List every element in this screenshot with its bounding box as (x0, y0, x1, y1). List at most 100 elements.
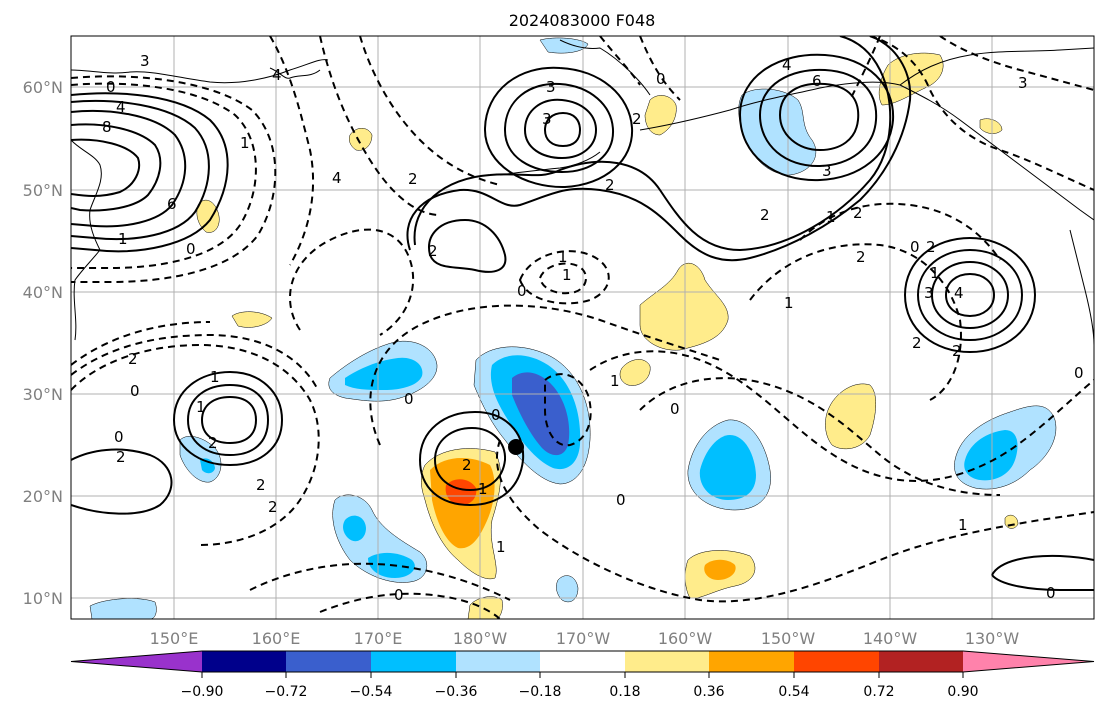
shade-negative (556, 575, 579, 603)
contour-label: 3 (542, 110, 552, 128)
contour-label: 1 (958, 516, 968, 534)
contour-layer (71, 36, 1094, 619)
contour-label: 2 (128, 350, 138, 368)
shade-positive (825, 383, 876, 450)
contour-label: 2 (632, 110, 642, 128)
contour-label: 0 (130, 382, 140, 400)
colorbar-label: 0.18 (609, 684, 640, 700)
contour-label: 0 (106, 78, 116, 96)
lon-label: 180°W (453, 629, 508, 648)
figure-title: 2024083000 F048 (509, 11, 656, 30)
colorbar-label: 0.36 (693, 684, 724, 700)
contour-label: 4 (332, 169, 342, 187)
colorbar-segment (202, 651, 286, 672)
shade-positive (979, 118, 1003, 134)
contour-label: 1 (784, 294, 794, 312)
shade-positive (639, 262, 729, 351)
lat-label: 10°N (23, 589, 63, 608)
colorbar-segment (879, 651, 963, 672)
shade-negative (539, 37, 589, 54)
longitude-labels: 150°E 160°E 170°E 180°W 170°W 160°W 150°… (150, 629, 1020, 648)
contour-label: 0 (910, 238, 920, 256)
contour-label: 0 (114, 428, 124, 446)
contour-label: 8 (102, 118, 112, 136)
colorbar-label: 0.54 (778, 684, 809, 700)
shade-negative (512, 372, 570, 456)
colorbar-label: −0.36 (435, 684, 478, 700)
contour-label: 0 (404, 390, 414, 408)
lat-label: 50°N (23, 181, 63, 200)
contour-label: 1 (240, 134, 250, 152)
contour-label: 4 (116, 98, 126, 116)
lon-label: 170°E (354, 629, 403, 648)
contour-label: 3 (924, 284, 934, 302)
contour-label: 2 (952, 342, 962, 360)
contour-label: 2 (853, 204, 863, 222)
contour-label: 1 (118, 230, 128, 248)
contour-label: 2 (856, 248, 866, 266)
colorbar-segments (70, 650, 1095, 673)
latitude-labels: 60°N 50°N 40°N 30°N 20°N 10°N (23, 78, 63, 608)
contour-label: 2 (760, 206, 770, 224)
lon-label: 160°W (658, 629, 713, 648)
colorbar-label: −0.90 (181, 684, 224, 700)
contour-labels: 3 0 4 8 6 1 4 0 1 2 2 3 4 3 2 2 0 2 1 2 (102, 52, 1084, 604)
colorbar-label: −0.72 (265, 684, 308, 700)
colorbar-segment (540, 651, 625, 672)
shade-positive (196, 199, 220, 233)
colorbar-segment (456, 651, 540, 672)
contour-label: 0 (186, 240, 196, 258)
colorbar-segment (286, 651, 371, 672)
coastlines (71, 39, 1094, 346)
colorbar-segment (371, 651, 456, 672)
contour-label: 3 (546, 78, 556, 96)
lon-label: 160°E (252, 629, 301, 648)
shade-positive (231, 311, 273, 328)
contour-label: 2 (408, 170, 418, 188)
contour-label: 2 (268, 498, 278, 516)
contour-label: 4 (782, 56, 792, 74)
contour-label: 1 (930, 264, 940, 282)
colorbar-extend-min (71, 651, 202, 672)
contour-label: 0 (1046, 584, 1056, 602)
lon-label: 150°E (150, 629, 199, 648)
contour-label: 6 (812, 72, 822, 90)
shade-positive (704, 559, 736, 580)
contour-label: 0 (1074, 364, 1084, 382)
lat-label: 60°N (23, 78, 63, 97)
colorbar: −0.90 −0.72 −0.54 −0.36 −0.18 0.18 0.36 … (70, 650, 1095, 700)
contour-label: 2 (116, 448, 126, 466)
contour-label: 3 (140, 52, 150, 70)
colorbar-segment (625, 651, 709, 672)
shade-positive (619, 359, 651, 386)
map-area: 3 0 4 8 6 1 4 0 1 2 2 3 4 3 2 2 0 2 1 2 (70, 35, 1095, 620)
colorbar-label: −0.18 (519, 684, 562, 700)
lon-label: 170°W (556, 629, 611, 648)
colorbar-segment (794, 651, 879, 672)
lon-label: 150°W (761, 629, 816, 648)
contour-label: 2 (462, 456, 472, 474)
contour-label: 3 (1018, 74, 1028, 92)
lon-label: 130°W (965, 629, 1020, 648)
shade-positive (878, 52, 944, 106)
contour-label: 4 (272, 66, 282, 84)
lat-label: 20°N (23, 487, 63, 506)
contour-label: 0 (616, 491, 626, 509)
shade-positive (349, 128, 373, 151)
contour-label: 1 (558, 248, 568, 266)
colorbar-label: 0.72 (863, 684, 894, 700)
contour-label: 2 (926, 238, 936, 256)
contour-label: 1 (562, 266, 572, 284)
contour-label: 0 (517, 282, 527, 300)
contour-label: 1 (496, 538, 506, 556)
shade-negative (964, 430, 1018, 481)
contour-label: 2 (208, 434, 218, 452)
lon-label: 140°W (863, 629, 918, 648)
contour-label: 1 (610, 372, 620, 390)
contour-label: 3 (822, 162, 832, 180)
contour-label: 6 (167, 195, 177, 213)
contour-label: 0 (394, 586, 404, 604)
contour-label: 0 (670, 400, 680, 418)
shade-negative (699, 435, 756, 500)
